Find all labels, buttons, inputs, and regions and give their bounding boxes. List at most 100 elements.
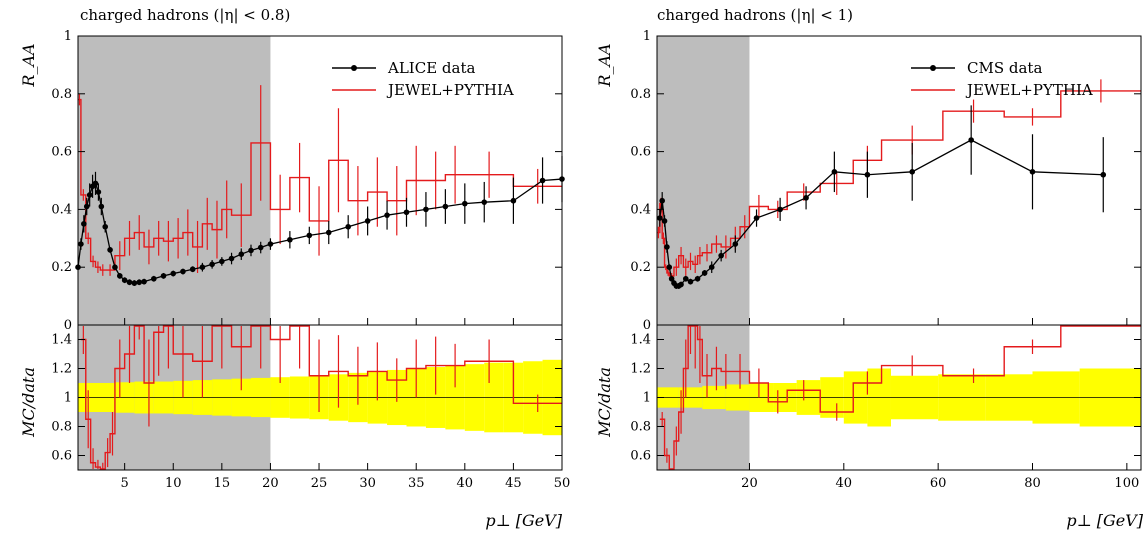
right-data-point bbox=[708, 264, 715, 271]
left-panel: charged hadrons (|η| < 0.8) R_AA MC/data… bbox=[19, 6, 570, 530]
right-y-tick-label: 0.2 bbox=[630, 260, 651, 275]
left-data-point bbox=[345, 223, 351, 230]
left-ratio-tick-label: 1 bbox=[64, 391, 72, 406]
left-data-point bbox=[384, 212, 390, 218]
right-data-point bbox=[687, 278, 694, 285]
left-data-point bbox=[141, 278, 147, 285]
left-chart-title: charged hadrons (|η| < 0.8) bbox=[80, 6, 290, 24]
right-legend-data-marker bbox=[930, 65, 936, 71]
left-data-point bbox=[364, 218, 371, 224]
left-x-tick-label: 15 bbox=[214, 476, 231, 491]
left-data-point bbox=[539, 177, 546, 184]
left-x-axis-label: p⊥ [GeV] bbox=[485, 511, 562, 530]
right-legend-mc-label: JEWEL+PYTHIA bbox=[965, 81, 1093, 99]
left-y-tick-label: 0.6 bbox=[51, 145, 72, 160]
right-data-point bbox=[668, 275, 675, 282]
left-data-point bbox=[257, 244, 264, 251]
right-legend-data-label: CMS data bbox=[967, 59, 1042, 77]
left-data-point bbox=[219, 258, 225, 265]
right-ratio-axis-label: MC/data bbox=[595, 367, 614, 438]
left-y-axis-label: R_AA bbox=[19, 43, 38, 87]
right-y-tick-label: 1 bbox=[643, 29, 651, 44]
left-data-point bbox=[189, 266, 196, 273]
left-x-tick-label: 5 bbox=[121, 476, 129, 491]
right-data-point bbox=[659, 197, 665, 204]
right-x-axis-label: p⊥ [GeV] bbox=[1066, 511, 1143, 530]
right-chart-title: charged hadrons (|η| < 1) bbox=[657, 6, 853, 24]
left-x-tick-label: 40 bbox=[457, 476, 474, 491]
right-data-point bbox=[661, 218, 668, 224]
left-y-tick-label: 0.2 bbox=[51, 260, 72, 275]
right-ratio-step-line bbox=[659, 325, 1141, 470]
right-data-point bbox=[718, 252, 724, 259]
left-x-tick-label: 30 bbox=[359, 476, 376, 491]
right-ratio-tick-label: 1.4 bbox=[630, 333, 651, 348]
left-data-point bbox=[92, 180, 99, 187]
left-ratio-axis-label: MC/data bbox=[19, 367, 38, 438]
left-data-point bbox=[151, 275, 157, 282]
right-panel: charged hadrons (|η| < 1) R_AA MC/data p… bbox=[595, 6, 1144, 530]
left-data-point bbox=[160, 273, 167, 279]
left-mc-step-line bbox=[78, 98, 562, 271]
right-ratio-tick-label: 1.2 bbox=[630, 362, 651, 377]
left-data-point bbox=[131, 280, 138, 286]
right-y-tick-label: 0 bbox=[643, 318, 651, 333]
left-x-tick-label: 25 bbox=[311, 476, 328, 491]
left-data-point bbox=[107, 247, 113, 253]
left-x-tick-label: 20 bbox=[262, 476, 279, 491]
right-ratio-tick-label: 0.8 bbox=[630, 420, 651, 435]
right-x-tick-label: 80 bbox=[1024, 476, 1041, 491]
left-data-point bbox=[306, 232, 313, 239]
left-data-point bbox=[248, 247, 254, 254]
left-data-point bbox=[126, 279, 133, 286]
left-data-point bbox=[423, 206, 429, 213]
right-data-point bbox=[803, 195, 809, 201]
left-legend-mc-label: JEWEL+PYTHIA bbox=[386, 81, 514, 99]
left-data-point bbox=[209, 261, 215, 268]
right-data-point bbox=[664, 244, 670, 250]
right-data-point bbox=[657, 215, 663, 221]
right-data-point bbox=[1100, 171, 1107, 178]
left-data-point bbox=[238, 251, 245, 257]
left-y-tick-label: 0.4 bbox=[51, 202, 72, 217]
left-data-point bbox=[98, 203, 105, 210]
right-ratio-tick-label: 1 bbox=[643, 391, 651, 406]
left-data-point bbox=[228, 255, 235, 262]
left-x-tick-label: 10 bbox=[165, 476, 182, 491]
right-data-point bbox=[753, 215, 760, 221]
left-data-point bbox=[102, 223, 109, 230]
right-y-axis-label: R_AA bbox=[595, 43, 614, 87]
left-x-tick-label: 50 bbox=[554, 476, 571, 491]
left-data-point bbox=[81, 221, 87, 227]
left-data-point bbox=[170, 270, 177, 277]
left-data-point bbox=[86, 192, 93, 198]
right-x-tick-label: 40 bbox=[836, 476, 853, 491]
right-data-point bbox=[732, 241, 739, 247]
right-data-point bbox=[678, 281, 684, 288]
right-data-point bbox=[1029, 169, 1036, 175]
left-y-tick-label: 0 bbox=[64, 318, 72, 333]
right-data-point bbox=[831, 169, 838, 175]
left-data-point bbox=[112, 264, 118, 271]
left-data-point bbox=[83, 203, 90, 210]
left-data-point bbox=[403, 209, 410, 216]
right-x-tick-label: 60 bbox=[930, 476, 947, 491]
right-data-point bbox=[777, 206, 783, 213]
right-data-point bbox=[864, 171, 871, 178]
left-data-point bbox=[481, 199, 488, 205]
right-y-tick-label: 0.4 bbox=[630, 202, 651, 217]
left-data-point bbox=[180, 268, 186, 275]
left-ratio-step-line bbox=[80, 325, 562, 470]
left-data-point bbox=[136, 279, 143, 286]
left-ratio-tick-label: 1.2 bbox=[51, 362, 72, 377]
right-data-point bbox=[968, 137, 974, 143]
left-data-point bbox=[78, 241, 84, 247]
right-ratio-tick-label: 0.6 bbox=[630, 449, 651, 464]
left-legend-data-marker bbox=[351, 65, 357, 71]
left-data-point bbox=[95, 189, 102, 195]
left-ratio-tick-label: 0.8 bbox=[51, 420, 72, 435]
right-data-point bbox=[909, 169, 916, 175]
left-data-point bbox=[199, 264, 206, 271]
left-data-point bbox=[116, 273, 123, 279]
